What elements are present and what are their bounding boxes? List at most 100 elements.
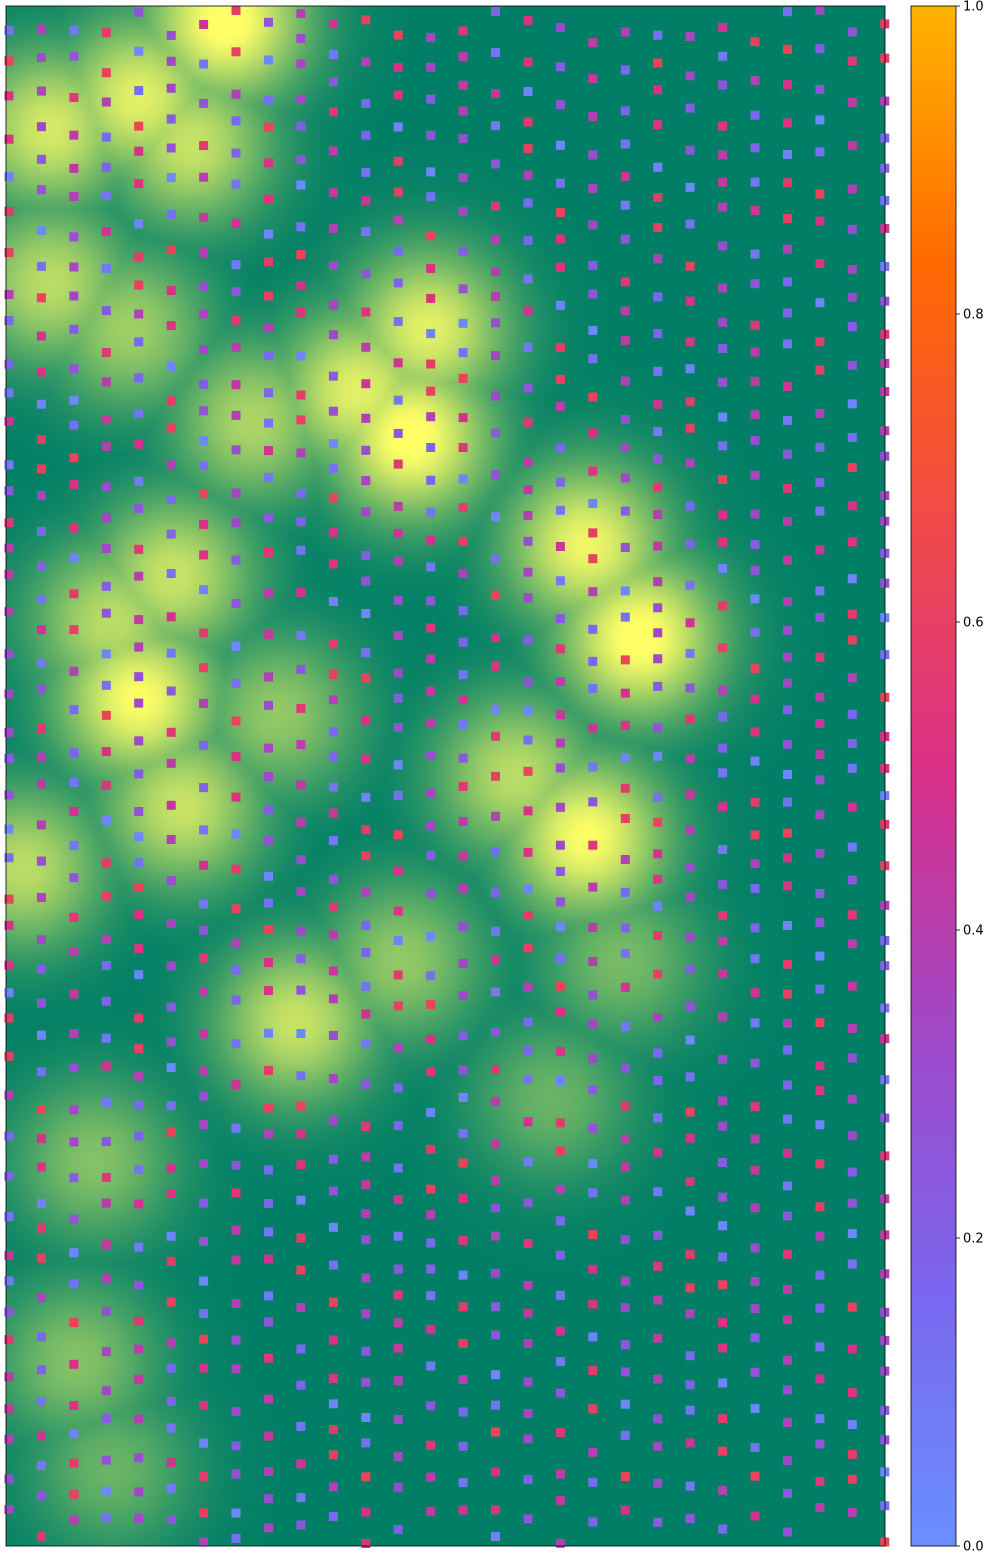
scatter-marker xyxy=(231,1039,241,1049)
scatter-marker xyxy=(264,17,273,27)
scatter-marker xyxy=(134,7,144,17)
scatter-marker xyxy=(523,735,533,745)
scatter-marker xyxy=(847,1198,857,1208)
scatter-marker xyxy=(588,74,598,84)
scatter-marker xyxy=(718,344,728,353)
scatter-marker xyxy=(718,601,728,611)
scatter-marker xyxy=(69,395,79,405)
scatter-marker xyxy=(653,427,663,437)
scatter-marker xyxy=(847,1053,857,1063)
scatter-marker xyxy=(328,371,338,381)
scatter-marker xyxy=(361,15,371,25)
scatter-marker xyxy=(718,283,728,293)
scatter-marker xyxy=(264,1065,273,1075)
scatter-marker xyxy=(101,961,111,970)
scatter-marker xyxy=(458,958,468,968)
scatter-marker xyxy=(4,1171,14,1181)
scatter-marker xyxy=(361,550,371,560)
scatter-marker xyxy=(264,291,273,301)
scatter-marker xyxy=(166,423,176,433)
scatter-marker xyxy=(296,517,306,527)
scatter-marker xyxy=(264,418,273,428)
scatter-marker xyxy=(588,1365,598,1375)
scatter-marker xyxy=(783,339,792,349)
scatter-marker xyxy=(491,704,500,714)
scatter-marker xyxy=(69,748,79,758)
scatter-marker xyxy=(426,971,436,981)
scatter-marker xyxy=(393,595,403,605)
scatter-marker xyxy=(426,167,436,177)
scatter-marker xyxy=(199,1091,209,1101)
scatter-marker xyxy=(426,443,436,452)
scatter-marker xyxy=(296,1302,306,1312)
scatter-marker xyxy=(393,1376,403,1386)
scatter-marker xyxy=(231,938,241,948)
scatter-marker xyxy=(555,802,565,812)
scatter-marker xyxy=(750,1102,760,1112)
scatter-marker xyxy=(134,1071,144,1081)
scatter-marker xyxy=(134,1199,144,1209)
scatter-marker xyxy=(199,899,209,909)
scatter-marker xyxy=(491,1176,500,1185)
scatter-marker xyxy=(523,198,533,208)
scatter-marker xyxy=(328,77,338,87)
scatter-marker xyxy=(555,23,565,33)
scatter-marker xyxy=(783,921,792,930)
scatter-marker xyxy=(166,209,176,219)
scatter-marker xyxy=(458,474,468,484)
scatter-marker xyxy=(783,625,792,635)
scatter-marker xyxy=(523,847,533,857)
scatter-marker xyxy=(101,1386,111,1396)
scatter-marker xyxy=(426,751,436,760)
scatter-marker xyxy=(491,6,500,16)
scatter-marker xyxy=(361,1413,371,1422)
scatter-marker xyxy=(69,51,79,61)
scatter-marker xyxy=(361,1539,371,1548)
scatter-marker xyxy=(4,960,14,970)
scatter-marker xyxy=(815,365,825,375)
scatter-marker xyxy=(653,792,663,802)
scatter-marker xyxy=(815,1202,825,1212)
scatter-marker xyxy=(620,1340,630,1350)
scatter-marker xyxy=(523,1046,533,1055)
scatter-marker xyxy=(718,121,728,131)
scatter-marker xyxy=(555,710,565,720)
scatter-marker xyxy=(491,1203,500,1213)
scatter-marker xyxy=(685,1380,695,1390)
scatter-marker xyxy=(426,33,436,43)
scatter-marker xyxy=(718,969,728,979)
scatter-marker xyxy=(134,642,144,652)
scatter-marker xyxy=(847,1259,857,1269)
scatter-marker xyxy=(523,766,533,776)
scatter-marker xyxy=(101,1198,111,1208)
scatter-marker xyxy=(36,1332,46,1342)
scatter-marker xyxy=(491,590,500,600)
scatter-marker xyxy=(653,482,663,492)
scatter-marker xyxy=(69,1515,79,1525)
scatter-marker xyxy=(4,689,14,699)
scatter-marker xyxy=(264,924,273,934)
scatter-marker xyxy=(328,1512,338,1521)
scatter-marker xyxy=(199,1334,209,1344)
scatter-marker xyxy=(685,964,695,974)
scatter-marker xyxy=(458,637,468,647)
scatter-marker xyxy=(264,672,273,682)
scatter-marker xyxy=(588,289,598,299)
scatter-marker xyxy=(620,506,630,516)
scatter-marker xyxy=(328,782,338,792)
scatter-marker xyxy=(491,201,500,211)
scatter-marker xyxy=(361,851,371,861)
scatter-marker xyxy=(847,574,857,584)
scatter-marker xyxy=(264,1254,273,1264)
scatter-marker xyxy=(166,1231,176,1241)
scatter-marker xyxy=(296,59,306,69)
scatter-marker xyxy=(296,886,306,896)
scatter-marker xyxy=(718,1446,728,1456)
scatter-marker xyxy=(555,542,565,551)
scatter-marker xyxy=(101,28,111,38)
scatter-marker xyxy=(555,477,565,487)
scatter-marker xyxy=(4,316,14,326)
scatter-marker xyxy=(4,416,14,426)
scatter-marker xyxy=(231,678,241,688)
scatter-marker xyxy=(393,459,403,469)
